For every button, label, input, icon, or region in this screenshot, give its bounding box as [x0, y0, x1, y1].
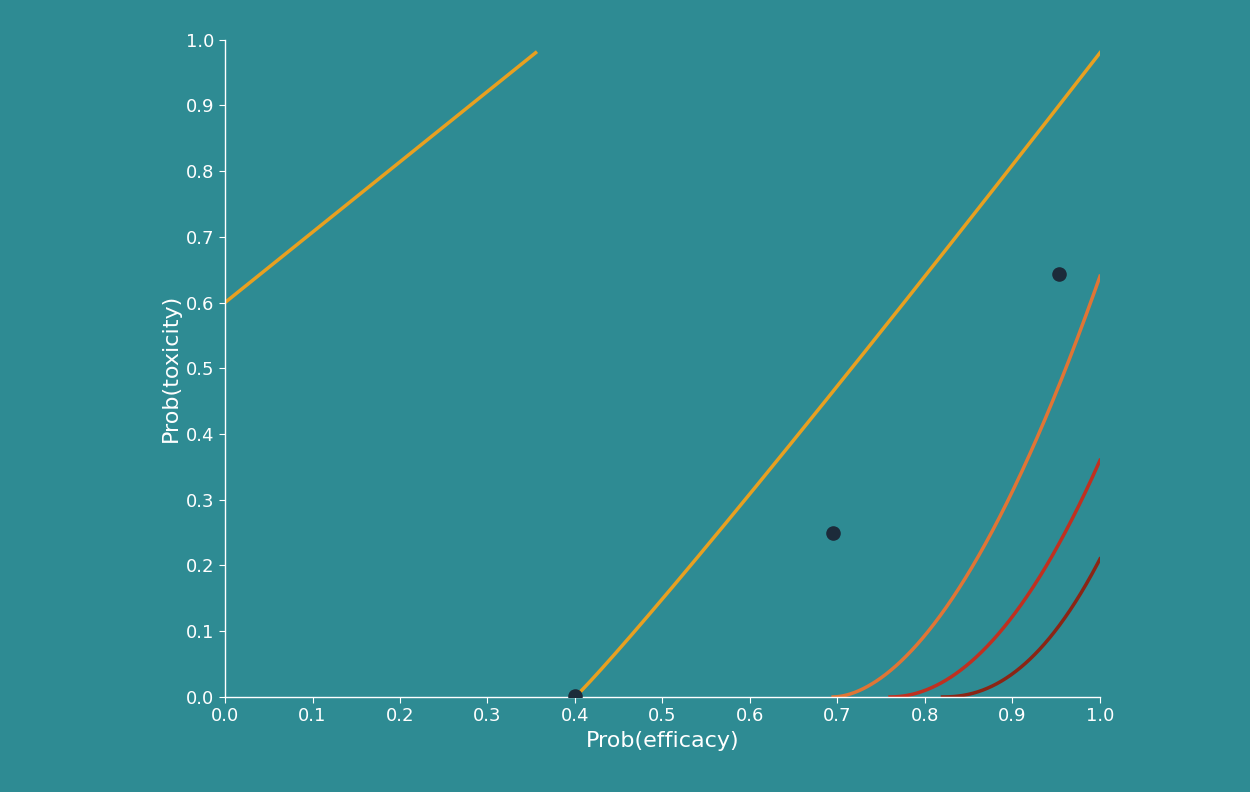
Point — [822, 527, 842, 539]
Y-axis label: Prob(toxicity): Prob(toxicity) — [160, 294, 180, 443]
Point — [565, 689, 585, 702]
Point — [1049, 267, 1069, 280]
X-axis label: Prob(efficacy): Prob(efficacy) — [586, 731, 739, 751]
